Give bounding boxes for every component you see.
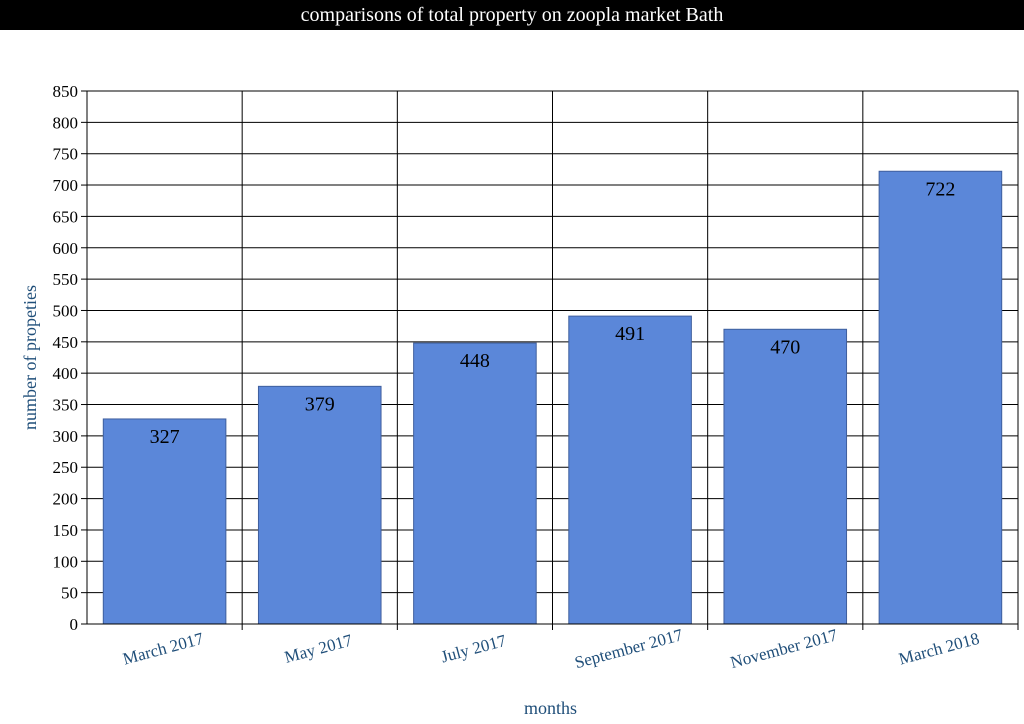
x-tick-label: July 2017: [439, 631, 509, 667]
y-tick-label: 800: [53, 113, 79, 132]
y-tick-label: 200: [53, 490, 79, 509]
title-bar: [0, 0, 1024, 30]
data-label: 448: [460, 350, 490, 372]
plot-frame: [86, 90, 1019, 625]
y-tick-label: 350: [53, 396, 79, 415]
y-tick-label: 250: [53, 458, 79, 477]
bars: [102, 170, 1003, 625]
bar: [723, 328, 848, 625]
y-tick-label: 850: [53, 82, 79, 101]
axes: [81, 90, 1019, 625]
y-tick-label: 550: [53, 270, 79, 289]
y-axis-title: number of propeties: [20, 285, 40, 430]
y-tick-label: 700: [53, 176, 79, 195]
y-tick-label: 750: [53, 145, 79, 164]
bar: [568, 315, 692, 625]
y-tick-label: 300: [53, 427, 79, 446]
bar: [878, 170, 1003, 625]
x-tick-label: May 2017: [282, 630, 354, 666]
bar: [102, 418, 227, 625]
x-axis-title: months: [524, 698, 577, 718]
data-label: 722: [925, 178, 955, 200]
x-tick-label: September 2017: [573, 625, 686, 672]
x-tick-label: March 2017: [121, 629, 206, 669]
y-tick-label: 0: [70, 615, 79, 634]
y-tick-label: 500: [53, 301, 79, 320]
data-label: 327: [150, 426, 180, 448]
y-tick-label: 50: [61, 584, 78, 603]
y-tick-label: 150: [53, 521, 79, 540]
y-tick-label: 650: [53, 207, 79, 226]
x-tick-label: November 2017: [728, 625, 840, 672]
y-tick-label: 100: [53, 552, 79, 571]
y-tick-label: 400: [53, 364, 79, 383]
grid: [86, 90, 1019, 630]
y-tick-label: 600: [53, 239, 79, 258]
bar: [257, 385, 382, 625]
y-tick-label: 450: [53, 333, 79, 352]
data-label: 491: [615, 323, 645, 345]
data-label: 470: [770, 336, 800, 358]
chart-title: comparisons of total property on zoopla …: [300, 4, 724, 26]
data-label: 379: [305, 393, 335, 415]
x-tick-label: March 2018: [897, 629, 982, 669]
bar: [413, 342, 537, 625]
